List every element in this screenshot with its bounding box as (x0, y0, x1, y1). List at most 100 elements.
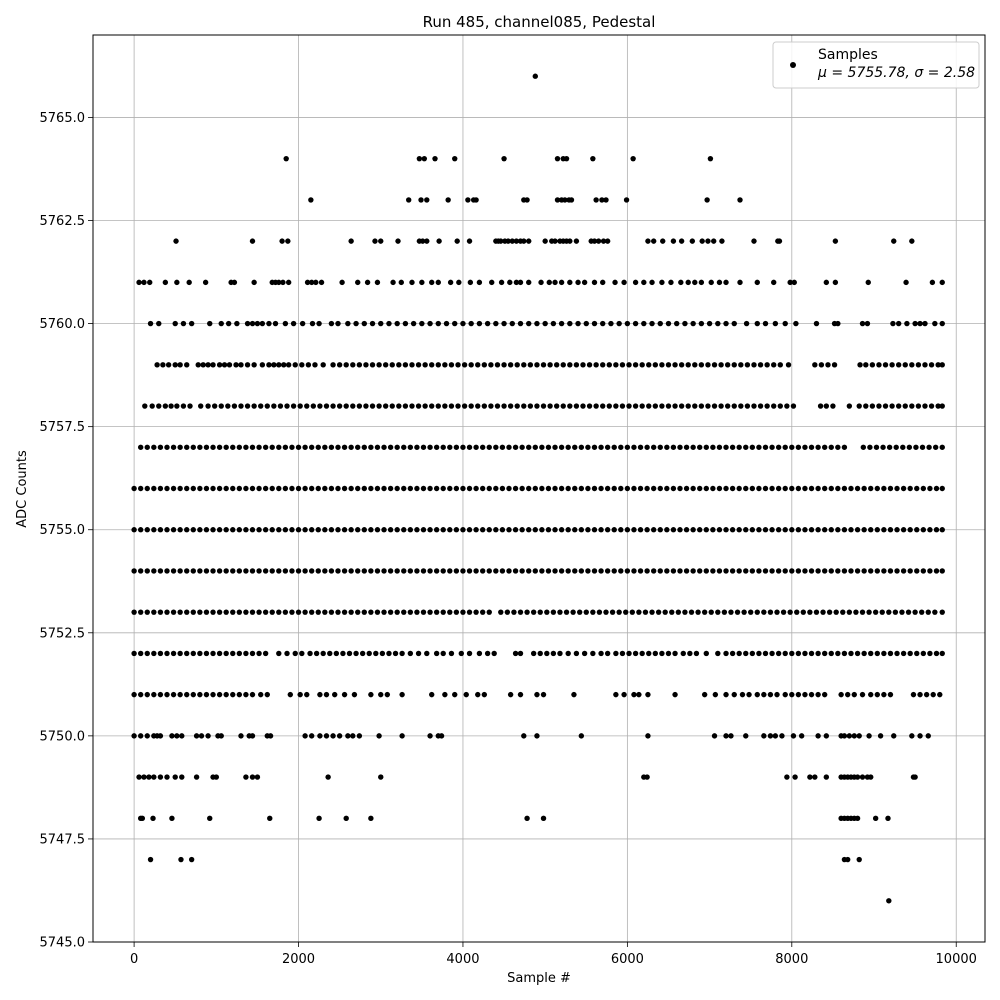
data-point (728, 609, 734, 615)
data-point (424, 238, 430, 244)
data-point (828, 527, 834, 533)
data-point (481, 691, 488, 698)
data-point (632, 403, 639, 409)
data-point (276, 568, 282, 574)
data-point (859, 609, 866, 615)
data-point (460, 568, 466, 574)
data-point (440, 485, 446, 492)
data-point (618, 444, 624, 450)
data-point (723, 568, 729, 574)
data-point (374, 609, 381, 615)
data-point (499, 485, 506, 492)
data-point (433, 609, 440, 615)
data-point (841, 568, 848, 574)
data-point (889, 403, 895, 409)
data-point (386, 650, 392, 657)
data-point (552, 238, 558, 244)
data-point (703, 485, 710, 492)
data-point (861, 568, 867, 574)
data-point (453, 568, 460, 574)
data-point (860, 444, 867, 450)
data-point (749, 568, 756, 574)
data-point (216, 362, 223, 368)
data-point (619, 362, 626, 368)
data-point (604, 485, 611, 492)
data-point (743, 485, 749, 492)
data-point (900, 568, 907, 574)
data-point (421, 155, 428, 162)
data-point (881, 568, 887, 574)
data-point (369, 320, 376, 327)
data-point (466, 238, 473, 244)
data-point (771, 403, 777, 409)
data-point (604, 238, 611, 244)
data-point (823, 403, 830, 409)
data-point (900, 527, 907, 533)
data-point (366, 650, 372, 657)
data-point (789, 485, 795, 492)
data-point (774, 609, 780, 615)
data-point (772, 733, 779, 739)
data-point (328, 444, 335, 450)
data-point (343, 362, 349, 368)
data-point (762, 444, 769, 450)
data-point (512, 485, 519, 492)
data-point (157, 444, 164, 450)
data-point (322, 444, 328, 450)
data-point (387, 444, 394, 450)
data-point (845, 856, 851, 863)
data-point (493, 568, 499, 574)
data-point (846, 609, 853, 615)
data-point (887, 691, 894, 698)
data-point (184, 444, 190, 450)
data-point (929, 279, 936, 286)
data-point (591, 238, 598, 244)
data-point (729, 650, 736, 657)
data-point (923, 691, 930, 698)
data-point (498, 609, 504, 615)
data-point (832, 238, 839, 244)
data-point (817, 403, 824, 409)
data-point (131, 609, 137, 615)
data-point (907, 527, 913, 533)
data-point (178, 856, 184, 863)
data-point (315, 527, 321, 533)
data-point (920, 568, 927, 574)
data-point (590, 609, 596, 615)
data-point (782, 691, 788, 698)
data-point (553, 403, 560, 409)
data-point (877, 733, 884, 739)
data-point (299, 320, 306, 327)
data-point (373, 650, 379, 657)
data-point (545, 527, 552, 533)
data-point (150, 815, 156, 822)
data-point (452, 155, 458, 162)
data-point (743, 527, 749, 533)
data-point (374, 568, 381, 574)
data-point (517, 691, 524, 698)
data-point (479, 568, 486, 574)
data-point (703, 650, 710, 657)
data-point (578, 485, 585, 492)
data-point (359, 650, 366, 657)
data-point (881, 650, 887, 657)
data-point (221, 362, 228, 368)
data-point (243, 444, 249, 450)
data-point (539, 568, 545, 574)
data-point (841, 650, 848, 657)
data-point (486, 444, 492, 450)
data-point (526, 279, 532, 286)
data-point (697, 444, 703, 450)
data-point (723, 650, 729, 657)
data-point (657, 527, 663, 533)
data-point (254, 774, 261, 780)
data-point (295, 568, 302, 574)
data-point (131, 733, 137, 739)
data-point (151, 527, 157, 533)
data-point (361, 568, 367, 574)
data-point (332, 691, 338, 698)
data-point (736, 444, 742, 450)
data-point (792, 774, 798, 780)
data-point (527, 362, 534, 368)
